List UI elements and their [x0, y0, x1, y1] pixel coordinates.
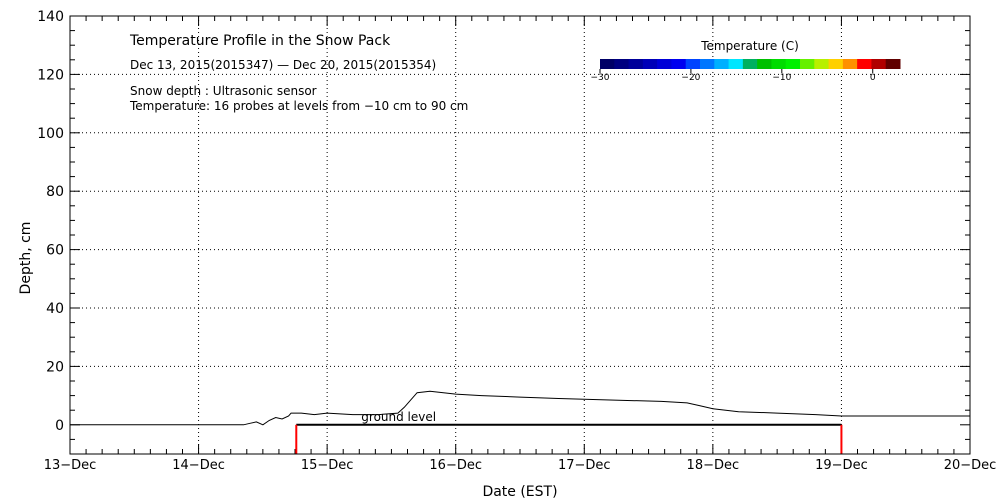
colorbar-segment: [657, 59, 672, 69]
colorbar-segment: [800, 59, 815, 69]
colorbar-segment: [814, 59, 830, 69]
x-tick-label: 15−Dec: [301, 458, 354, 473]
colorbar-segment: [842, 59, 858, 69]
x-tick-labels: 13−Dec 14−Dec 15−Dec 16−Dec 17−Dec 18−Dec 19−D…: [44, 458, 997, 473]
date-range: Dec 13, 2015(2015347) — Dec 20, 2015(201…: [130, 58, 436, 72]
colorbar-segments: [600, 59, 901, 69]
temperature-colorbar: Temperature (C) −30 −20 −10 0: [591, 39, 901, 83]
colorbar-segment: [671, 59, 687, 69]
axis-ticks: [69, 15, 971, 455]
colorbar-title: Temperature (C): [700, 39, 799, 53]
temperature-note: Temperature: 16 probes at levels from −1…: [129, 99, 468, 113]
y-tick-label: 40: [46, 301, 64, 317]
data-series: [70, 390, 970, 426]
snow-depth-line: [70, 390, 970, 426]
ground-level-label: ground level: [361, 410, 436, 424]
colorbar-segment: [771, 59, 787, 69]
colorbar-tick-label: −30: [591, 73, 610, 83]
snow-depth-note: Snow depth : Ultrasonic sensor: [130, 84, 317, 98]
x-axis-label: Date (EST): [482, 484, 557, 500]
y-tick-labels: 0 20 40 60 80 100 120 140: [37, 9, 64, 434]
y-tick-label: 60: [46, 243, 64, 259]
plot-frame: [69, 15, 971, 455]
colorbar-ticks: −30 −20 −10 0: [591, 69, 876, 83]
colorbar-segment: [757, 59, 772, 69]
y-tick-label: 100: [37, 126, 64, 142]
colorbar-segment: [828, 59, 844, 69]
colorbar-segment: [600, 59, 615, 69]
colorbar-segment: [642, 59, 658, 69]
chart-title: Temperature Profile in the Snow Pack: [129, 33, 391, 49]
x-tick-label: 14−Dec: [172, 458, 225, 473]
x-tick-label: 16−Dec: [429, 458, 482, 473]
y-tick-label: 0: [55, 418, 64, 434]
y-tick-label: 80: [46, 184, 64, 200]
colorbar-segment: [871, 59, 887, 69]
colorbar-segment: [628, 59, 644, 69]
colorbar-tick-label: 0: [870, 73, 876, 83]
colorbar-segment: [614, 59, 630, 69]
x-tick-label: 13−Dec: [44, 458, 97, 473]
x-tick-label: 20−Dec: [944, 458, 997, 473]
x-tick-label: 17−Dec: [558, 458, 611, 473]
colorbar-segment: [742, 59, 758, 69]
y-tick-label: 140: [37, 9, 64, 25]
colorbar-segment: [685, 59, 701, 69]
colorbar-segment: [885, 59, 901, 69]
colorbar-segment: [785, 59, 801, 69]
y-tick-label: 120: [37, 67, 64, 83]
x-tick-label: 18−Dec: [687, 458, 740, 473]
colorbar-segment: [714, 59, 730, 69]
colorbar-segment: [857, 59, 872, 69]
colorbar-segment: [728, 59, 744, 69]
ground-level-marker: ground level: [295, 410, 843, 454]
colorbar-tick-label: −20: [681, 73, 700, 83]
colorbar-segment: [700, 59, 715, 69]
y-tick-label: 20: [46, 359, 64, 375]
colorbar-tick-label: −10: [772, 73, 791, 83]
x-tick-label: 19−Dec: [815, 458, 868, 473]
y-axis-label: Depth, cm: [18, 222, 34, 295]
